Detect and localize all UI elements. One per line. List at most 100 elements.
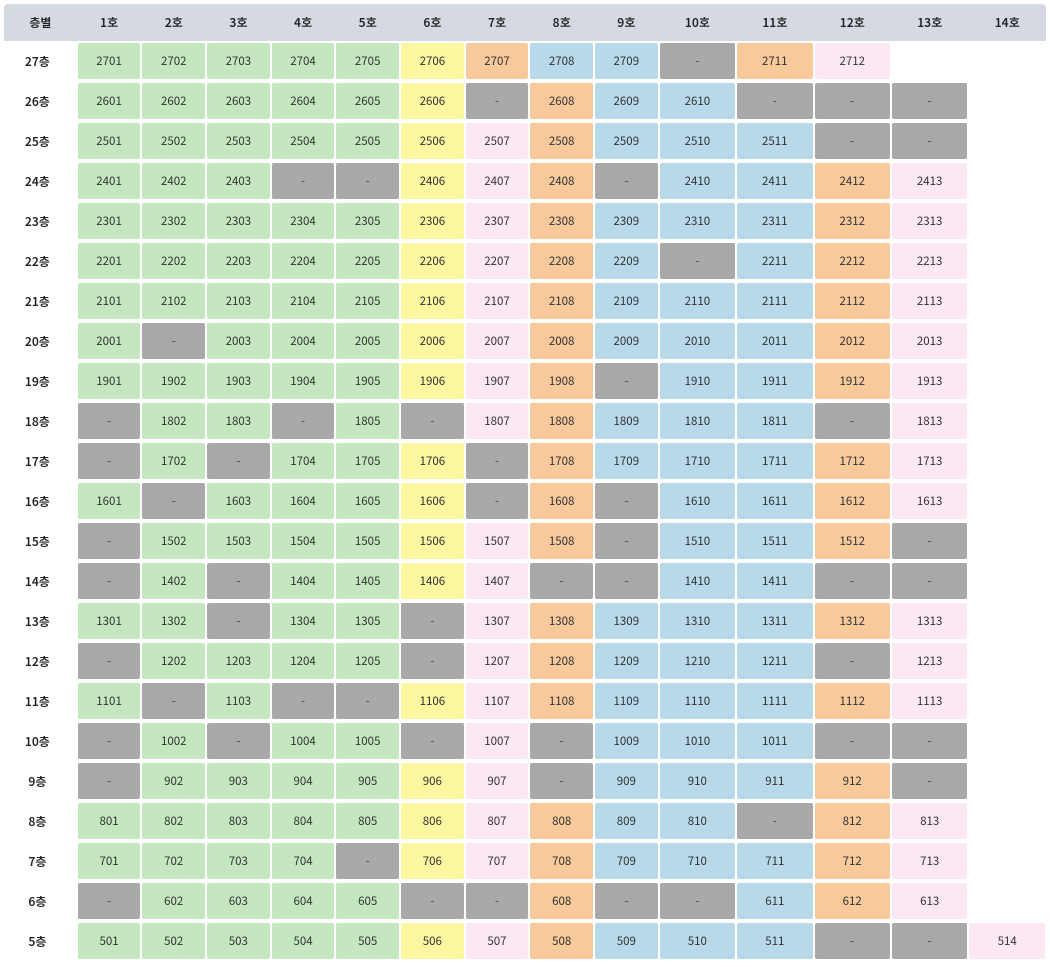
unit-cell[interactable]: 1606 (401, 483, 464, 519)
unit-cell[interactable]: 2313 (892, 203, 967, 239)
unit-cell[interactable]: 1110 (660, 683, 735, 719)
unit-cell[interactable]: 1603 (207, 483, 270, 519)
unit-cell[interactable]: 504 (272, 923, 335, 959)
unit-cell[interactable]: 2602 (142, 83, 205, 119)
unit-cell[interactable]: 1313 (892, 603, 967, 639)
unit-cell[interactable]: 704 (272, 843, 335, 879)
unit-cell[interactable]: 813 (892, 803, 967, 839)
unit-cell[interactable]: 902 (142, 763, 205, 799)
unit-cell[interactable]: 2208 (530, 243, 593, 279)
unit-cell[interactable]: 1905 (336, 363, 399, 399)
unit-cell[interactable]: 803 (207, 803, 270, 839)
unit-cell[interactable]: 2110 (660, 283, 735, 319)
unit-cell[interactable]: 1404 (272, 563, 335, 599)
unit-cell[interactable]: 1802 (142, 403, 205, 439)
unit-cell[interactable]: 1211 (737, 643, 812, 679)
unit-cell[interactable]: 505 (336, 923, 399, 959)
unit-cell[interactable]: 2308 (530, 203, 593, 239)
unit-cell[interactable]: 1210 (660, 643, 735, 679)
unit-cell[interactable]: 2213 (892, 243, 967, 279)
unit-cell[interactable]: 1103 (207, 683, 270, 719)
unit-cell[interactable]: 2113 (892, 283, 967, 319)
unit-cell[interactable]: 707 (466, 843, 529, 879)
unit-cell[interactable]: 809 (595, 803, 658, 839)
unit-cell[interactable]: 2106 (401, 283, 464, 319)
unit-cell[interactable]: 1809 (595, 403, 658, 439)
unit-cell[interactable]: 2702 (142, 43, 205, 79)
unit-cell[interactable]: 1005 (336, 723, 399, 759)
unit-cell[interactable]: 1713 (892, 443, 967, 479)
unit-cell[interactable]: 2006 (401, 323, 464, 359)
unit-cell[interactable]: 2305 (336, 203, 399, 239)
unit-cell[interactable]: 1903 (207, 363, 270, 399)
unit-cell[interactable]: 2001 (78, 323, 141, 359)
unit-cell[interactable]: 1811 (737, 403, 812, 439)
unit-cell[interactable]: 2408 (530, 163, 593, 199)
unit-cell[interactable]: 1907 (466, 363, 529, 399)
unit-cell[interactable]: 911 (737, 763, 812, 799)
unit-cell[interactable]: 2707 (466, 43, 529, 79)
unit-cell[interactable]: 2711 (737, 43, 812, 79)
unit-cell[interactable]: 2309 (595, 203, 658, 239)
unit-cell[interactable]: 1009 (595, 723, 658, 759)
unit-cell[interactable]: 710 (660, 843, 735, 879)
unit-cell[interactable]: 502 (142, 923, 205, 959)
unit-cell[interactable]: 2511 (737, 123, 812, 159)
unit-cell[interactable]: 506 (401, 923, 464, 959)
unit-cell[interactable]: 2004 (272, 323, 335, 359)
unit-cell[interactable]: 1510 (660, 523, 735, 559)
unit-cell[interactable]: 1906 (401, 363, 464, 399)
unit-cell[interactable]: 2007 (466, 323, 529, 359)
unit-cell[interactable]: 2011 (737, 323, 812, 359)
unit-cell[interactable]: 903 (207, 763, 270, 799)
unit-cell[interactable]: 1507 (466, 523, 529, 559)
unit-cell[interactable]: 2109 (595, 283, 658, 319)
unit-cell[interactable]: 1010 (660, 723, 735, 759)
unit-cell[interactable]: 2703 (207, 43, 270, 79)
unit-cell[interactable]: 2302 (142, 203, 205, 239)
unit-cell[interactable]: 507 (466, 923, 529, 959)
unit-cell[interactable]: 1113 (892, 683, 967, 719)
unit-cell[interactable]: 1007 (466, 723, 529, 759)
unit-cell[interactable]: 1901 (78, 363, 141, 399)
unit-cell[interactable]: 1504 (272, 523, 335, 559)
unit-cell[interactable]: 1203 (207, 643, 270, 679)
unit-cell[interactable]: 1304 (272, 603, 335, 639)
unit-cell[interactable]: 611 (737, 883, 812, 919)
unit-cell[interactable]: 1106 (401, 683, 464, 719)
unit-cell[interactable]: 1205 (336, 643, 399, 679)
unit-cell[interactable]: 1505 (336, 523, 399, 559)
unit-cell[interactable]: 2608 (530, 83, 593, 119)
unit-cell[interactable]: 2108 (530, 283, 593, 319)
unit-cell[interactable]: 1111 (737, 683, 812, 719)
unit-cell[interactable]: 2709 (595, 43, 658, 79)
unit-cell[interactable]: 2609 (595, 83, 658, 119)
unit-cell[interactable]: 1706 (401, 443, 464, 479)
unit-cell[interactable]: 2201 (78, 243, 141, 279)
unit-cell[interactable]: 1712 (815, 443, 890, 479)
unit-cell[interactable]: 905 (336, 763, 399, 799)
unit-cell[interactable]: 1202 (142, 643, 205, 679)
unit-cell[interactable]: 2412 (815, 163, 890, 199)
unit-cell[interactable]: 1902 (142, 363, 205, 399)
unit-cell[interactable]: 1613 (892, 483, 967, 519)
unit-cell[interactable]: 2104 (272, 283, 335, 319)
unit-cell[interactable]: 2507 (466, 123, 529, 159)
unit-cell[interactable]: 1506 (401, 523, 464, 559)
unit-cell[interactable]: 1709 (595, 443, 658, 479)
unit-cell[interactable]: 2406 (401, 163, 464, 199)
unit-cell[interactable]: 2704 (272, 43, 335, 79)
unit-cell[interactable]: 1612 (815, 483, 890, 519)
unit-cell[interactable]: 2111 (737, 283, 812, 319)
unit-cell[interactable]: 1805 (336, 403, 399, 439)
unit-cell[interactable]: 1704 (272, 443, 335, 479)
unit-cell[interactable]: 1911 (737, 363, 812, 399)
unit-cell[interactable]: 1405 (336, 563, 399, 599)
unit-cell[interactable]: 2101 (78, 283, 141, 319)
unit-cell[interactable]: 1904 (272, 363, 335, 399)
unit-cell[interactable]: 2312 (815, 203, 890, 239)
unit-cell[interactable]: 604 (272, 883, 335, 919)
unit-cell[interactable]: 1207 (466, 643, 529, 679)
unit-cell[interactable]: 612 (815, 883, 890, 919)
unit-cell[interactable]: 2509 (595, 123, 658, 159)
